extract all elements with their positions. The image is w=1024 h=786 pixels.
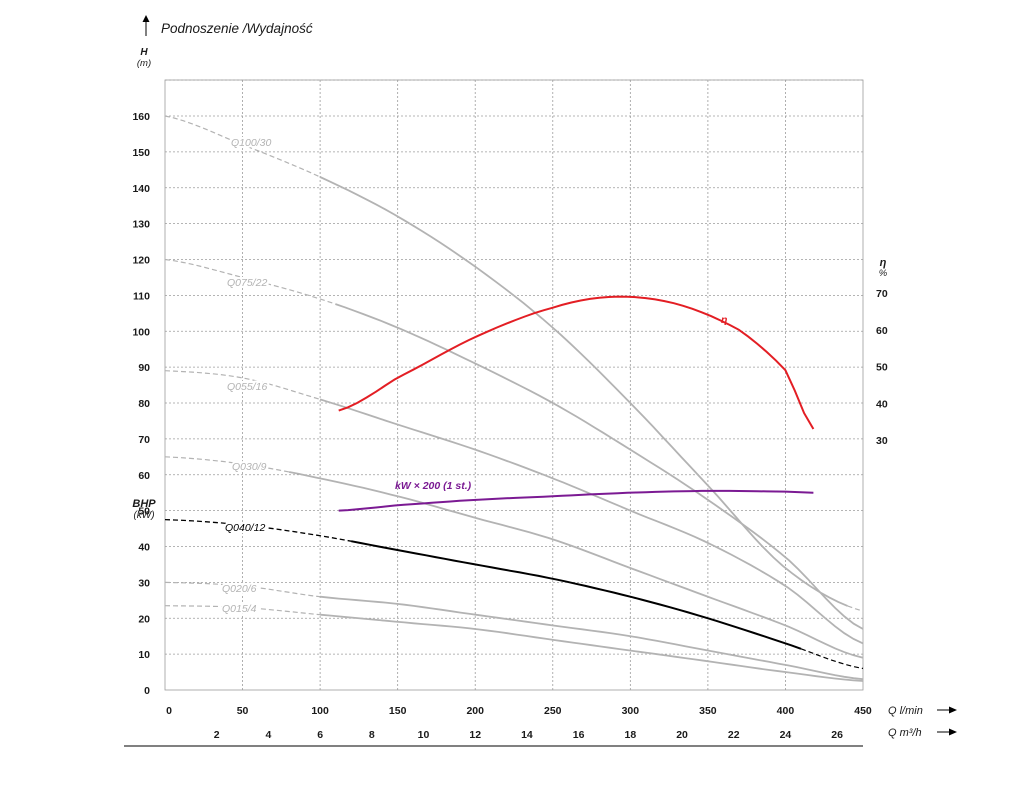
y-tick-label: 70 <box>138 434 150 446</box>
curve-Q020-6-dashed <box>164 581 321 598</box>
curve-Q040-12 <box>350 540 802 650</box>
curve-efficiency <box>338 295 815 430</box>
eff-tick-label: 50 <box>876 362 888 374</box>
chart-title: Podnoszenie /Wydajność <box>161 21 313 36</box>
x2-tick-label: 22 <box>728 729 740 741</box>
eff-tick-label: 60 <box>876 325 888 337</box>
curve-label-halo: Q040/12 <box>225 522 265 534</box>
x2-tick-label: 8 <box>369 729 375 741</box>
grid <box>164 79 864 691</box>
curve-Q030-9 <box>288 471 864 659</box>
y-tick-label: 160 <box>132 111 150 123</box>
curve-label: Q075/22 <box>227 277 267 289</box>
curve-Q055-16 <box>319 398 864 645</box>
y-tick-label: 120 <box>132 255 150 267</box>
x2-tick-label: 16 <box>573 729 585 741</box>
y-tick-label: 60 <box>138 470 150 482</box>
eff-tick-label: 40 <box>876 398 888 410</box>
x2-tick-label: 26 <box>831 729 843 741</box>
curve-Q100-30-tail <box>847 605 864 612</box>
y-tick-label: 90 <box>138 362 150 374</box>
x-tick-label: 250 <box>544 705 562 717</box>
curve-label: Q100/30 <box>231 137 271 149</box>
curve-Q020-6 <box>320 595 864 681</box>
eff-tick-label: 70 <box>876 288 888 300</box>
x-axis-arrowhead <box>949 706 957 714</box>
x-tick-label: 200 <box>466 705 484 717</box>
y-axis-arrowhead <box>142 15 150 22</box>
curve-Q015-4-dashed <box>164 605 321 616</box>
x-tick-label: 50 <box>237 705 249 717</box>
x2-tick-label: 6 <box>317 729 323 741</box>
curve-label-halo: Q075/22 <box>227 277 267 289</box>
curve-Q075-22-dashed <box>164 258 336 305</box>
x2-tick-label: 4 <box>265 729 271 741</box>
x2-tick-label: 2 <box>214 729 220 741</box>
y-tick-label: 0 <box>144 685 150 697</box>
curve-label-halo: Q055/16 <box>227 381 267 393</box>
x-tick-label: 300 <box>622 705 640 717</box>
efficiency-curve-label: η <box>721 314 727 326</box>
power-axis-unit: (kW) <box>133 510 154 521</box>
curves <box>164 115 864 682</box>
x2-tick-label: 12 <box>469 729 481 741</box>
y-tick-label: 150 <box>132 147 150 159</box>
y-tick-label: 140 <box>132 183 150 195</box>
eff-axis-label: η <box>880 257 887 269</box>
curve-label-halo: Q015/4 <box>222 603 257 615</box>
y-tick-label: 130 <box>132 219 150 231</box>
curve-label: Q040/12 <box>225 522 265 534</box>
curve-Q055-16-dashed <box>164 370 321 400</box>
x-tick-label: 400 <box>777 705 795 717</box>
curve-Q030-9-dashed <box>164 456 290 473</box>
curve-Q040-12-dashed <box>164 518 352 542</box>
x2-tick-label: 20 <box>676 729 688 741</box>
curve-Q040-12-tail <box>800 648 864 670</box>
curve-Q015-4 <box>320 613 864 682</box>
x-tick-label: 450 <box>854 705 872 717</box>
y-tick-label: 40 <box>138 542 150 554</box>
x2-tick-label: 10 <box>418 729 430 741</box>
y-tick-label: 80 <box>138 398 150 410</box>
curve-label: Q055/16 <box>227 381 267 393</box>
x2-axis-arrowhead <box>949 728 957 736</box>
y-axis-label: H <box>140 47 148 58</box>
axes: 0102030405060708090100110120130140150160… <box>124 15 957 747</box>
eff-axis-unit: % <box>879 268 888 279</box>
curve-label-halo: Q030/9 <box>232 461 267 473</box>
y-tick-label: 20 <box>138 613 150 625</box>
y-axis-unit: (m) <box>137 58 151 69</box>
y-tick-label: 110 <box>133 290 150 302</box>
power-curve-label: kW × 200 (1 st.) <box>395 480 472 492</box>
curve-power <box>338 489 814 512</box>
curve-label: Q030/9 <box>232 461 267 473</box>
curve-Q075-22 <box>335 303 864 630</box>
x-tick-label: 0 <box>166 705 172 717</box>
curve-Q100-30 <box>319 176 848 607</box>
curve-label-halo: Q020/6 <box>222 583 257 595</box>
x2-axis-label: Q m³/h <box>888 727 922 739</box>
curve-Q100-30-dashed <box>164 115 321 178</box>
curve-label-halo: Q100/30 <box>231 137 271 149</box>
x2-tick-label: 14 <box>521 729 533 741</box>
x-tick-label: 100 <box>311 705 329 717</box>
power-axis-label: BHP <box>132 498 156 510</box>
x-tick-label: 350 <box>699 705 717 717</box>
x2-tick-label: 18 <box>624 729 636 741</box>
y-tick-label: 100 <box>132 326 150 338</box>
y-tick-label: 30 <box>138 577 150 589</box>
curve-label: Q015/4 <box>222 603 257 615</box>
y-tick-label: 50 <box>138 506 150 518</box>
eff-tick-label: 30 <box>876 435 888 447</box>
x-axis-label: Q l/min <box>888 705 923 717</box>
labels: Q100/30Q100/30Q075/22Q075/22Q055/16Q055/… <box>220 135 727 617</box>
curve-label: Q020/6 <box>222 583 257 595</box>
x-tick-label: 150 <box>389 705 407 717</box>
plot-border <box>164 79 864 691</box>
y-tick-label: 10 <box>138 649 150 661</box>
x2-tick-label: 24 <box>780 729 792 741</box>
